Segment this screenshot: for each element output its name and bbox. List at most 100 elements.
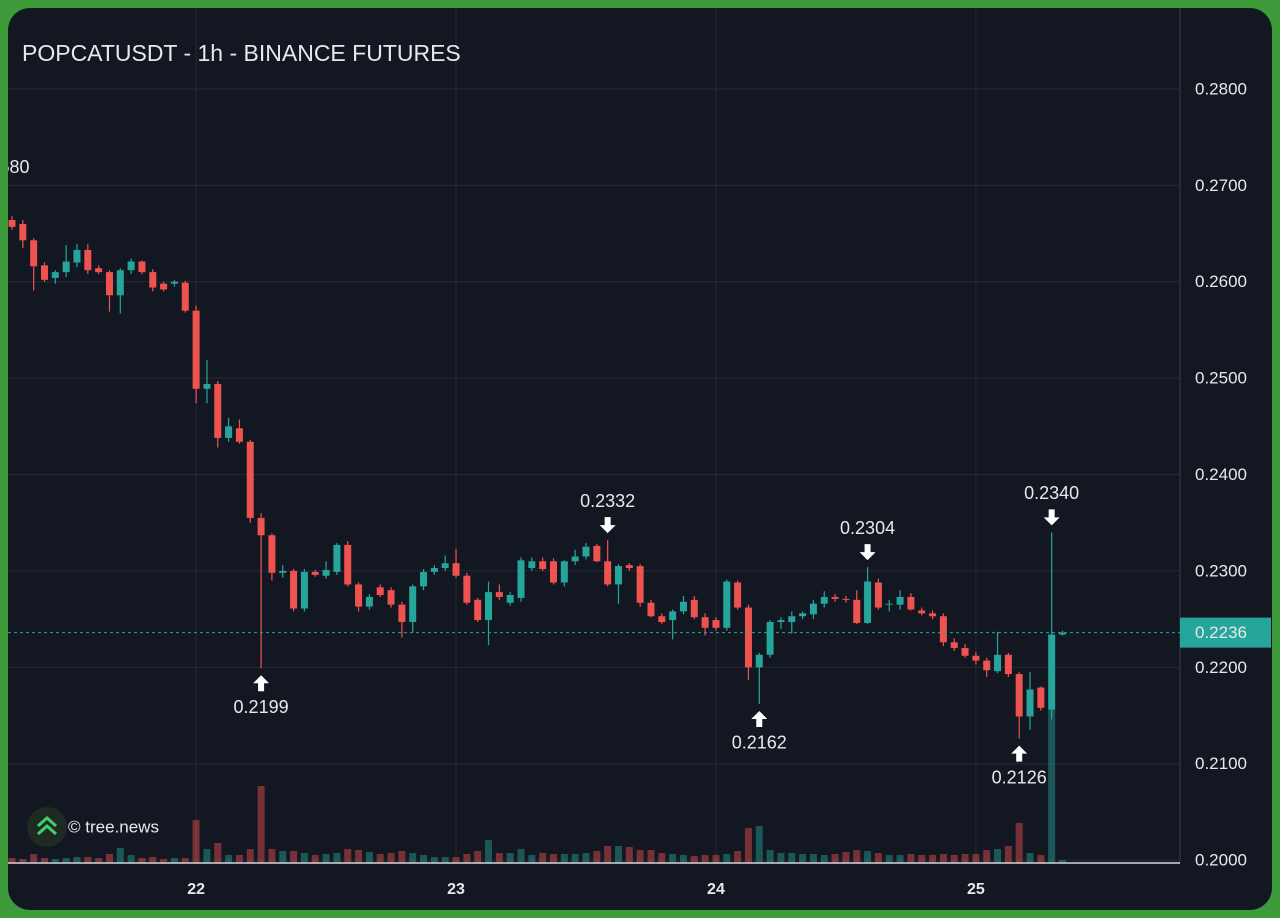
candle-body: [799, 613, 807, 617]
volume-bar: [8, 858, 16, 863]
candle-body: [560, 561, 568, 583]
volume-bar: [430, 857, 438, 863]
candle-body: [723, 581, 731, 628]
high-label: 0.2304: [840, 518, 895, 538]
candle-body: [452, 563, 460, 576]
candle-body: [235, 428, 243, 442]
chart-panel: [8, 8, 1272, 910]
volume-bar: [105, 854, 113, 863]
volume-bar: [853, 850, 861, 863]
candle-body: [1059, 632, 1067, 635]
candle-body: [355, 584, 363, 607]
candle-body: [604, 561, 612, 585]
volume-bar: [40, 858, 48, 863]
high-label: 0.2340: [1024, 483, 1079, 503]
candle-body: [62, 261, 70, 273]
watermark: © tree.news: [27, 807, 159, 847]
candle-body: [506, 595, 514, 603]
volume-bar: [885, 855, 893, 863]
candle-body: [1015, 674, 1023, 717]
candle-body: [51, 272, 59, 278]
candle-body: [19, 223, 27, 241]
candle-body: [257, 517, 265, 536]
y-tick-label: 0.2400: [1195, 465, 1247, 484]
low-label: 0.2162: [732, 733, 787, 753]
volume-bar: [842, 852, 850, 863]
volume-bar: [679, 855, 687, 863]
candle-body: [939, 616, 947, 643]
candle-body: [755, 654, 763, 668]
y-tick-label: 0.2700: [1195, 176, 1247, 195]
volume-bar: [1048, 710, 1056, 863]
volume-bar: [322, 854, 330, 863]
candle-body: [365, 596, 373, 607]
volume-bar: [376, 854, 384, 863]
candle-body: [885, 603, 893, 605]
candle-body: [279, 570, 287, 573]
volume-bar: [723, 854, 731, 863]
volume-bar: [918, 855, 926, 863]
volume-bar: [788, 853, 796, 863]
volume-bar: [734, 851, 742, 863]
candle-body: [593, 545, 601, 562]
candle-body: [192, 310, 200, 389]
volume-bar: [398, 851, 406, 863]
candle-body: [809, 603, 817, 615]
volume-bar: [929, 855, 937, 863]
candle-body: [430, 568, 438, 572]
x-tick-label: 24: [707, 881, 725, 898]
candle-body: [874, 582, 882, 608]
volume-bar: [95, 858, 103, 863]
candle-body: [820, 596, 828, 604]
annotation-arrow: [253, 675, 270, 692]
last-price-label: 0.2236: [1195, 623, 1247, 642]
volume-bar: [268, 849, 276, 863]
volume-bar: [181, 858, 189, 863]
candle-body: [225, 426, 233, 438]
candle-body: [95, 268, 103, 273]
candle-body: [929, 613, 937, 617]
candle-body: [636, 566, 644, 603]
volume-bar: [755, 826, 763, 863]
candle-body: [160, 283, 168, 290]
candle-body: [625, 565, 633, 569]
volume-bar: [614, 846, 622, 863]
volume-bar: [138, 858, 146, 863]
volume-bar: [712, 855, 720, 863]
candle-body: [734, 582, 742, 608]
candle-body: [647, 602, 655, 617]
candle-body: [387, 590, 395, 605]
candle-body: [333, 544, 341, 572]
candle-body: [149, 272, 157, 288]
volume-bar: [279, 851, 287, 863]
volume-bar: [799, 854, 807, 863]
volume-bar: [690, 856, 698, 863]
candle-body: [766, 622, 774, 655]
candle-body: [170, 281, 178, 284]
volume-bar: [636, 850, 644, 863]
volume-bar: [517, 849, 525, 863]
candle-body: [300, 571, 308, 609]
candle-body: [669, 611, 677, 621]
candle-body: [409, 586, 417, 623]
candle-body: [463, 575, 471, 603]
volume-bar: [51, 859, 59, 863]
volume-bar: [452, 857, 460, 863]
volume-bar: [669, 854, 677, 863]
annotation-arrow: [751, 710, 768, 727]
candle-body: [322, 569, 330, 576]
volume-bar: [149, 857, 157, 863]
volume-bar: [127, 855, 135, 863]
volume-bar: [864, 851, 872, 863]
volume-bar: [658, 853, 666, 863]
volume-bar: [420, 855, 428, 863]
y-tick-label: 0.2300: [1195, 561, 1247, 580]
candle-body: [853, 599, 861, 623]
volume-bar: [387, 853, 395, 863]
y-tick-label: 0.2200: [1195, 658, 1247, 677]
volume-bar: [192, 820, 200, 863]
y-tick-label: 0.2500: [1195, 369, 1247, 388]
high-label: 0.2332: [580, 491, 635, 511]
volume-bar: [225, 855, 233, 863]
